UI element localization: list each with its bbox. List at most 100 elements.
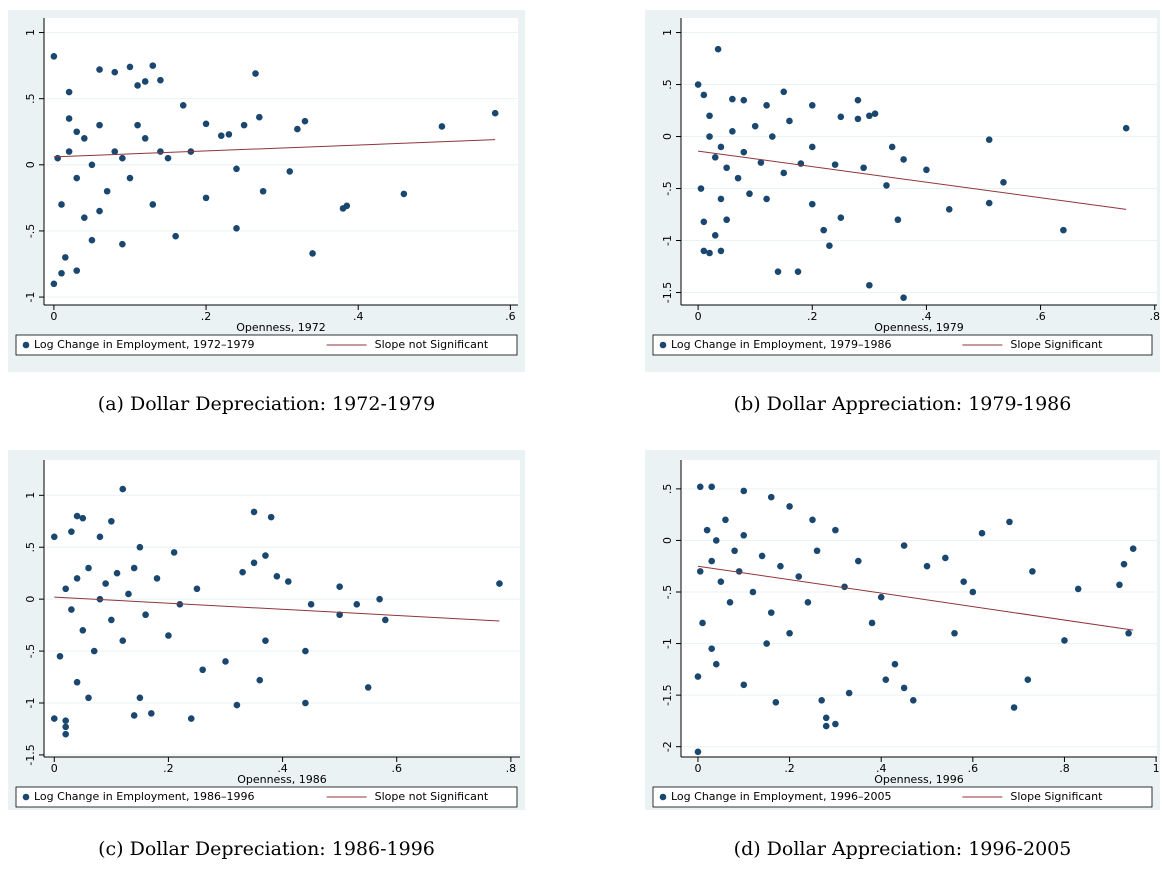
data-point xyxy=(841,583,848,591)
data-point xyxy=(240,121,248,129)
x-tick-label: .2 xyxy=(163,762,174,775)
data-point xyxy=(85,564,92,572)
data-point xyxy=(717,578,725,585)
caption: (d) Dollar Appreciation: 1996-2005 xyxy=(734,838,1072,860)
data-point xyxy=(88,161,96,169)
data-point xyxy=(96,121,103,129)
x-tick-label: .4 xyxy=(353,310,364,323)
x-tick-label: 0 xyxy=(695,310,702,323)
data-point xyxy=(795,573,803,580)
data-point xyxy=(780,169,788,177)
data-point xyxy=(302,699,309,707)
data-point xyxy=(187,715,195,722)
data-point xyxy=(126,63,134,71)
data-point xyxy=(722,516,729,524)
legend-key xyxy=(22,341,30,349)
data-point xyxy=(119,240,126,248)
data-point xyxy=(697,185,705,192)
data-point xyxy=(79,627,87,634)
data-point xyxy=(1116,581,1123,589)
data-point xyxy=(711,154,719,161)
y-tick-label: -1.5 xyxy=(24,744,37,765)
data-point xyxy=(708,483,715,491)
data-point xyxy=(694,748,702,756)
data-point xyxy=(694,81,702,88)
data-point xyxy=(1006,518,1013,526)
data-point xyxy=(786,503,793,510)
data-point xyxy=(769,133,776,140)
data-point xyxy=(780,88,788,96)
data-point xyxy=(746,190,753,198)
x-tick-label: .4 xyxy=(277,762,288,775)
data-point xyxy=(85,694,92,702)
x-tick-label: .6 xyxy=(1035,310,1046,323)
legend-label: Slope not Significant xyxy=(375,790,489,803)
data-point xyxy=(400,190,408,198)
data-point xyxy=(111,68,119,76)
data-point xyxy=(103,187,111,195)
data-point xyxy=(267,513,275,521)
data-point xyxy=(136,543,144,551)
x-axis-label: Openness, 1972 xyxy=(236,321,326,334)
data-point xyxy=(909,696,917,704)
data-point xyxy=(891,660,899,668)
data-point xyxy=(804,599,812,606)
y-tick-label: .5 xyxy=(24,93,37,104)
data-point xyxy=(757,159,765,166)
data-point xyxy=(831,161,839,168)
y-tick-label: -2 xyxy=(661,741,674,752)
data-point xyxy=(73,174,81,182)
legend-label: Slope Significant xyxy=(1010,790,1103,803)
data-point xyxy=(714,45,722,53)
data-point xyxy=(176,601,184,608)
y-tick-label: .5 xyxy=(661,484,674,495)
data-point xyxy=(1060,226,1067,234)
data-point xyxy=(134,121,141,129)
data-point xyxy=(774,268,782,276)
data-point xyxy=(256,113,263,121)
plot-area xyxy=(44,18,518,305)
data-point xyxy=(54,154,61,162)
data-point xyxy=(708,557,715,565)
data-point xyxy=(252,70,259,77)
data-point xyxy=(700,218,708,226)
data-point xyxy=(900,156,907,163)
data-point xyxy=(259,187,267,195)
data-point xyxy=(250,508,258,516)
data-point xyxy=(157,148,164,155)
data-point xyxy=(62,723,69,731)
data-point xyxy=(65,115,73,122)
data-point xyxy=(749,588,757,596)
legend-key xyxy=(659,793,667,801)
data-point xyxy=(845,689,853,697)
data-point xyxy=(866,281,873,289)
data-point xyxy=(149,62,157,69)
data-point xyxy=(284,578,292,585)
data-point xyxy=(700,247,708,255)
fit-line xyxy=(53,139,496,158)
legend xyxy=(15,334,518,356)
x-tick-label: .2 xyxy=(807,310,818,323)
data-point xyxy=(694,673,702,680)
data-point xyxy=(900,294,907,302)
data-point xyxy=(217,132,225,140)
data-point xyxy=(90,647,98,655)
legend-label: Log Change in Employment, 1996–2005 xyxy=(671,790,891,803)
y-tick-label: 0 xyxy=(661,537,674,544)
x-tick-label: 0 xyxy=(694,762,701,775)
data-point xyxy=(301,117,309,125)
data-point xyxy=(826,242,833,250)
x-tick-label: .8 xyxy=(506,762,517,775)
data-point xyxy=(130,712,138,719)
data-point xyxy=(50,280,58,288)
plot-area xyxy=(681,460,1157,757)
data-point xyxy=(382,616,389,624)
data-point xyxy=(822,722,830,730)
y-tick-label: .5 xyxy=(661,79,674,90)
y-tick-label: -1 xyxy=(661,235,674,246)
data-point xyxy=(832,720,839,728)
y-tick-label: -.5 xyxy=(661,585,674,599)
data-point xyxy=(1000,178,1007,186)
data-point xyxy=(866,112,873,120)
